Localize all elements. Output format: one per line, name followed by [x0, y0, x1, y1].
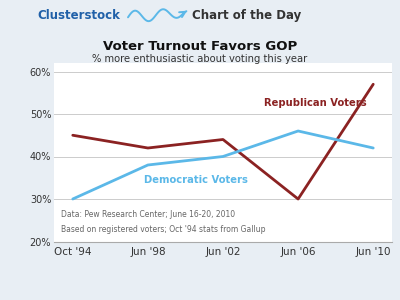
Text: Voter Turnout Favors GOP: Voter Turnout Favors GOP — [103, 40, 297, 53]
Text: Data: Pew Research Center; June 16-20, 2010: Data: Pew Research Center; June 16-20, 2… — [61, 210, 235, 219]
Text: Based on registered voters; Oct '94 stats from Gallup: Based on registered voters; Oct '94 stat… — [61, 224, 265, 233]
Text: % more enthusiastic about voting this year: % more enthusiastic about voting this ye… — [92, 54, 308, 64]
Text: Chart of the Day: Chart of the Day — [192, 9, 301, 22]
Text: Republican Voters: Republican Voters — [264, 98, 367, 108]
Text: Clusterstock: Clusterstock — [37, 9, 120, 22]
Text: Democratic Voters: Democratic Voters — [144, 175, 248, 185]
